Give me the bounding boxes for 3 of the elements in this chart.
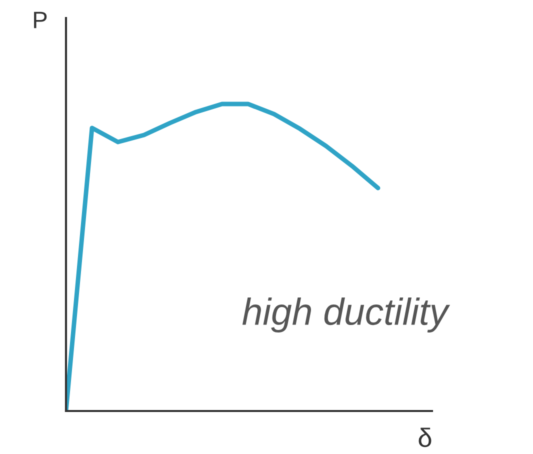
annotation: high ductility	[242, 298, 450, 332]
x-axis-title: δ	[418, 428, 432, 448]
y-axis-title: P	[34, 12, 47, 28]
